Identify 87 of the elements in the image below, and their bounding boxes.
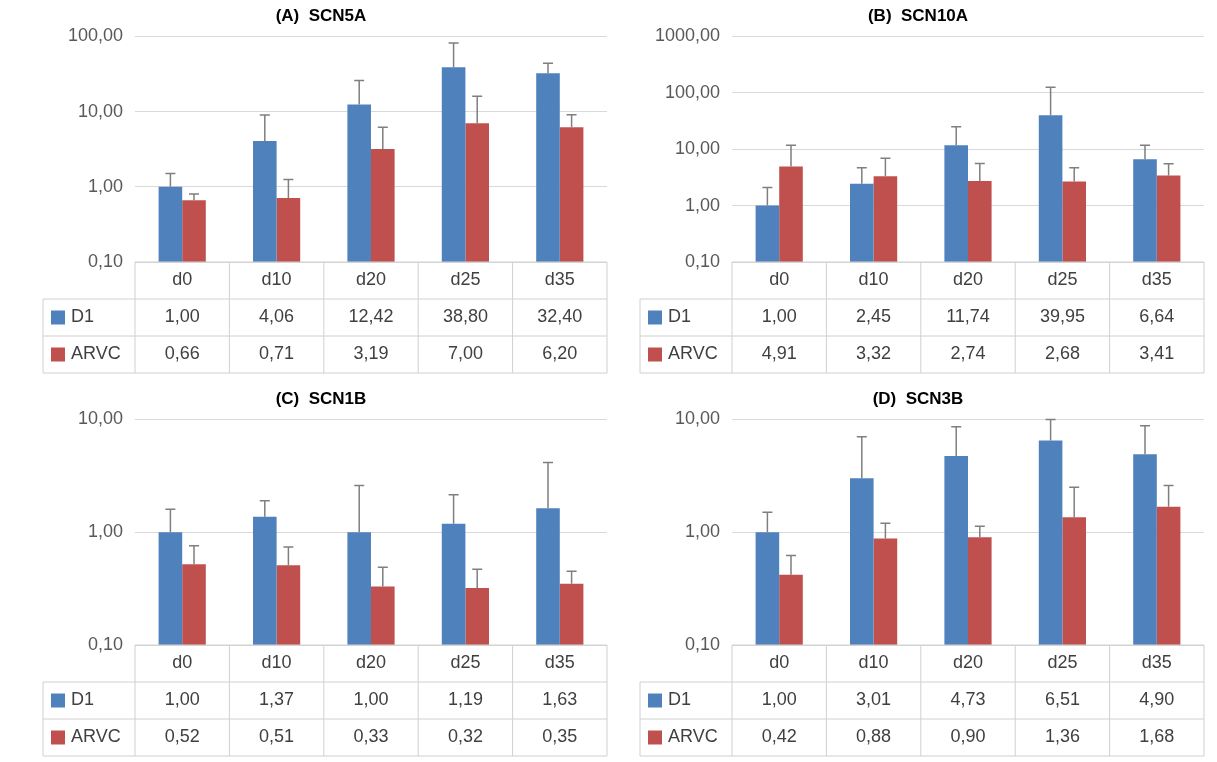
data-label: 3,41	[1139, 343, 1175, 364]
data-label: 6,20	[542, 343, 578, 364]
x-tick-label: d10	[858, 652, 889, 673]
data-label: 38,80	[442, 306, 488, 327]
legend-label: ARVC	[71, 726, 121, 747]
data-label: 1,19	[447, 689, 483, 710]
y-tick-label: 10,00	[77, 100, 123, 121]
data-label: 1,00	[761, 306, 797, 327]
data-label: 6,51	[1044, 689, 1080, 710]
x-tick-label: d35	[1141, 269, 1172, 290]
legend-label: ARVC	[71, 343, 121, 364]
x-tick-label: d20	[355, 269, 387, 290]
data-label: 0,35	[542, 726, 578, 747]
legend-label: D1	[71, 689, 95, 710]
y-tick-label: 1,00	[87, 175, 123, 196]
chart-title: (C) SCN1B	[275, 388, 367, 408]
x-tick-label: d25	[450, 652, 481, 673]
y-tick-label: 1,00	[684, 521, 720, 542]
x-tick-label: d10	[261, 652, 292, 673]
x-tick-label: d25	[450, 269, 481, 290]
data-label: 3,32	[856, 343, 892, 364]
data-label: 2,68	[1044, 343, 1080, 364]
x-tick-label: d0	[172, 269, 193, 290]
data-label: 39,95	[1039, 306, 1085, 327]
x-tick-label: d20	[952, 269, 984, 290]
y-tick-label: 10,00	[77, 408, 123, 429]
data-label: 0,51	[259, 726, 295, 747]
data-label: 7,00	[447, 343, 483, 364]
x-tick-label: d35	[1141, 652, 1172, 673]
chart-title: (A) SCN5A	[275, 5, 367, 25]
data-label: 4,06	[259, 306, 295, 327]
data-label: 1,68	[1139, 726, 1175, 747]
data-label: 6,64	[1139, 306, 1175, 327]
y-tick-label: 100,00	[67, 25, 123, 46]
data-label: 3,01	[856, 689, 892, 710]
y-tick-label: 10,00	[674, 138, 720, 159]
y-tick-label: 1,00	[87, 521, 123, 542]
data-label: 12,42	[348, 306, 394, 327]
data-label: 1,36	[1044, 726, 1080, 747]
x-tick-label: d0	[769, 652, 790, 673]
data-label: 0,88	[856, 726, 892, 747]
y-tick-label: 10,00	[674, 408, 720, 429]
data-label: 2,74	[950, 343, 986, 364]
y-tick-label: 1000,00	[654, 25, 720, 46]
data-label: 2,45	[856, 306, 892, 327]
x-tick-label: d0	[769, 269, 790, 290]
legend-label: D1	[668, 306, 692, 327]
y-tick-label: 0,10	[684, 250, 720, 271]
data-label: 1,37	[259, 689, 295, 710]
x-tick-label: d35	[544, 652, 575, 673]
data-label: 3,19	[353, 343, 389, 364]
x-tick-label: d20	[952, 652, 984, 673]
data-label: 0,32	[447, 726, 483, 747]
data-label: 0,52	[164, 726, 200, 747]
data-label: 1,00	[164, 689, 200, 710]
x-tick-label: d10	[858, 269, 889, 290]
legend-label: D1	[668, 689, 692, 710]
y-tick-label: 0,10	[684, 633, 720, 654]
chart-title: (B) SCN10A	[867, 5, 969, 25]
data-label: 0,66	[164, 343, 200, 364]
y-tick-label: 1,00	[684, 194, 720, 215]
data-label: 0,33	[353, 726, 389, 747]
legend-label: ARVC	[668, 726, 718, 747]
data-label: 0,42	[761, 726, 797, 747]
data-label: 4,91	[761, 343, 797, 364]
data-label: 11,74	[946, 306, 990, 327]
data-label: 1,63	[542, 689, 578, 710]
x-tick-label: d0	[172, 652, 193, 673]
data-label: 0,71	[259, 343, 295, 364]
y-tick-label: 0,10	[87, 633, 123, 654]
x-tick-label: d35	[544, 269, 575, 290]
chart-title: (D) SCN3B	[872, 388, 964, 408]
data-label: 1,00	[353, 689, 389, 710]
x-tick-label: d25	[1047, 652, 1078, 673]
data-label: 4,90	[1139, 689, 1175, 710]
data-label: 4,73	[950, 689, 986, 710]
data-label: 0,90	[950, 726, 986, 747]
data-label: 1,00	[164, 306, 200, 327]
data-label: 1,00	[761, 689, 797, 710]
legend-label: ARVC	[668, 343, 718, 364]
data-label: 32,40	[537, 306, 583, 327]
x-tick-label: d10	[261, 269, 292, 290]
x-tick-label: d25	[1047, 269, 1078, 290]
y-tick-label: 0,10	[87, 250, 123, 271]
legend-label: D1	[71, 306, 95, 327]
y-tick-label: 100,00	[664, 81, 720, 102]
x-tick-label: d20	[355, 652, 387, 673]
